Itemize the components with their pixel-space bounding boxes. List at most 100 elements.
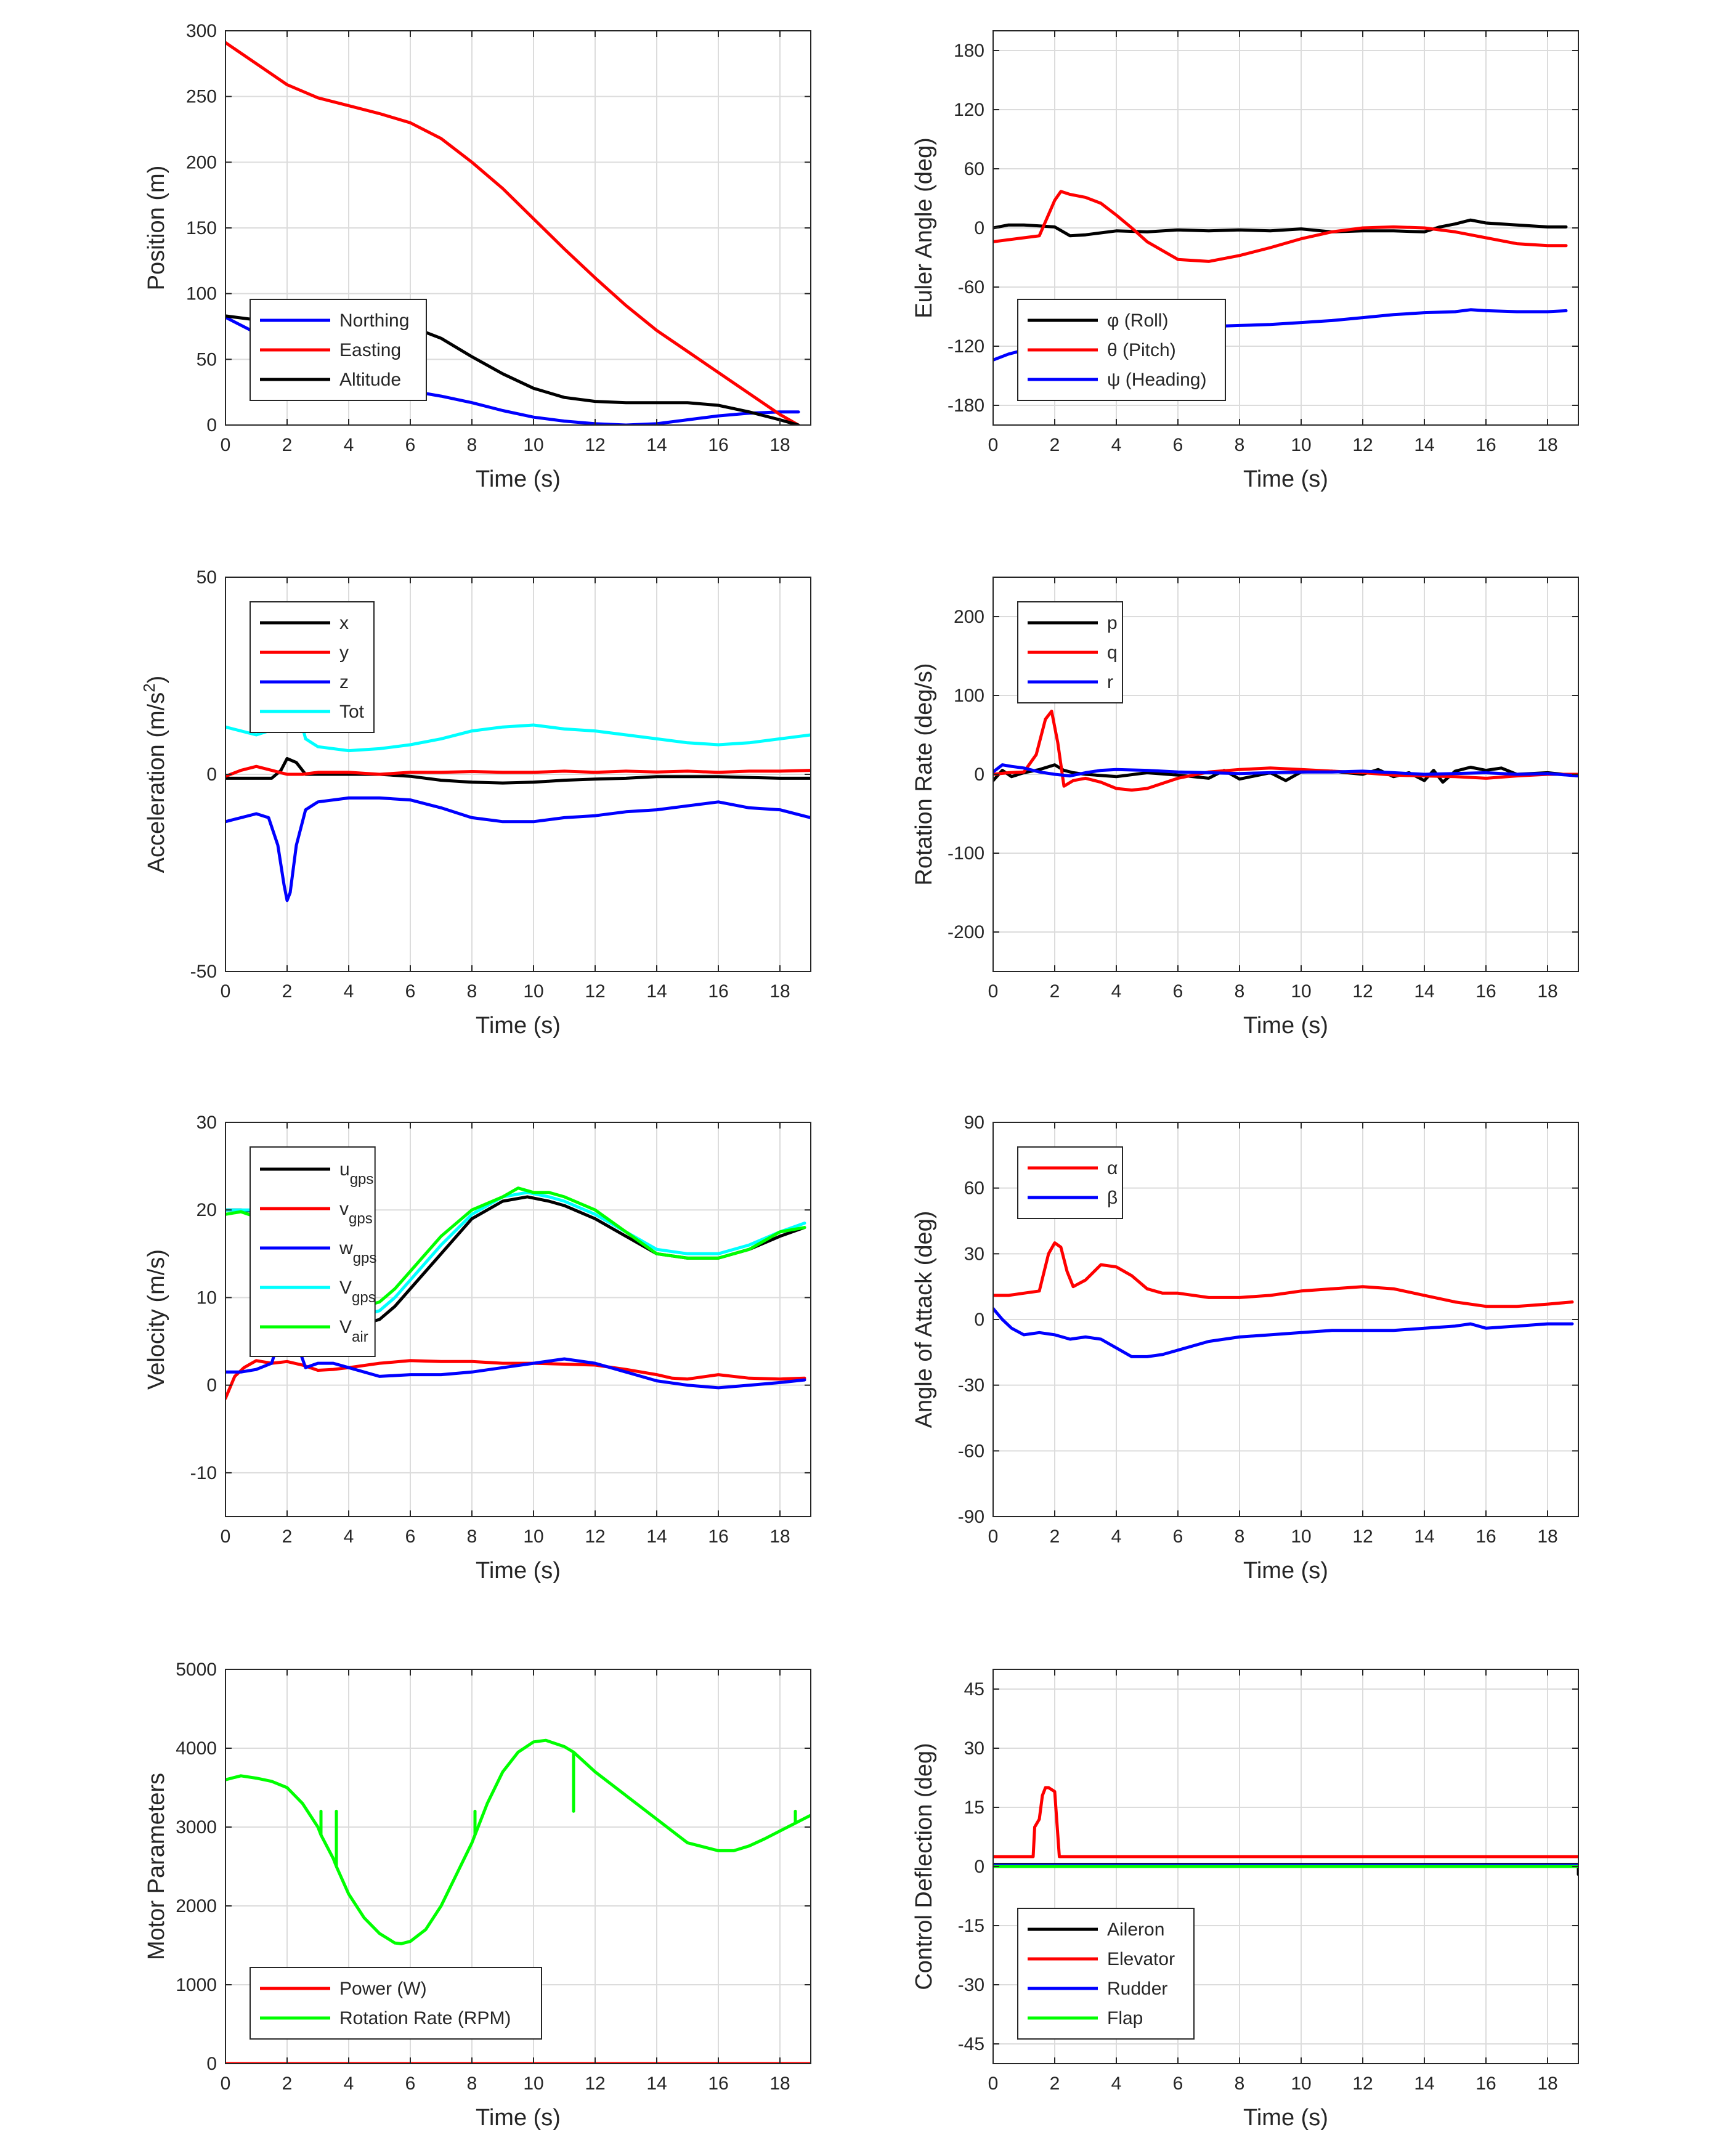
y-tick-label: 250 — [186, 87, 217, 107]
legend-label: x — [339, 613, 349, 633]
y-tick-label: 10 — [197, 1287, 217, 1308]
x-axis-label: Time (s) — [476, 1013, 561, 1039]
x-tick-label: 8 — [467, 1526, 477, 1547]
x-tick-label: 4 — [1111, 2073, 1122, 2094]
x-tick-label: 12 — [585, 1526, 605, 1547]
y-tick-label: 45 — [964, 1679, 984, 1700]
x-tick-label: 0 — [988, 981, 999, 1002]
x-tick-label: 14 — [1414, 435, 1434, 455]
x-tick-label: 12 — [585, 2073, 605, 2094]
x-tick-label: 12 — [585, 435, 605, 455]
series-line — [993, 710, 1578, 792]
x-tick-label: 0 — [988, 2073, 999, 2094]
subplot-7: 0 2 4 6 8 10 12 14 16 18 0 1000 2000 3000 4000 5000 Time… — [144, 1660, 811, 2131]
x-tick-label: 14 — [1414, 2073, 1434, 2094]
legend-label: Easting — [339, 340, 401, 360]
x-tick-label: 0 — [221, 435, 231, 455]
subplot-8: 0 2 4 6 8 10 12 14 16 18 -45 -30 -15 0 15 30 45 Time (s) C… — [911, 1669, 1579, 2131]
series-line — [993, 1241, 1574, 1308]
x-tick-label: 8 — [1235, 435, 1245, 455]
legend-label: Altitude — [339, 370, 401, 390]
x-tick-label: 10 — [523, 981, 543, 1002]
x-tick-label: 4 — [1111, 981, 1122, 1002]
y-tick-label: 0 — [206, 415, 217, 436]
x-axis-label: Time (s) — [1243, 1013, 1328, 1039]
legend-label: φ (Roll) — [1107, 310, 1168, 331]
y-tick-label: 90 — [964, 1112, 984, 1133]
y-tick-label: -60 — [958, 277, 984, 298]
x-tick-label: 4 — [1111, 435, 1122, 455]
x-tick-label: 6 — [1173, 1526, 1183, 1547]
legend-label: Elevator — [1107, 1949, 1175, 1969]
x-tick-label: 12 — [1352, 981, 1373, 1002]
y-tick-label: 0 — [206, 2054, 217, 2074]
x-tick-label: 10 — [1291, 2073, 1311, 2094]
x-axis-label: Time (s) — [1243, 466, 1328, 492]
subplot-4: 0 2 4 6 8 10 12 14 16 18 -200 -100 0 100 200 Time (s) Ro… — [911, 577, 1579, 1039]
y-tick-label: 3000 — [176, 1817, 217, 1838]
x-tick-label: 8 — [1235, 981, 1245, 1002]
y-axis-label: Angle of Attack (deg) — [911, 1211, 937, 1429]
y-tick-label: 30 — [964, 1244, 984, 1264]
x-tick-label: 10 — [1291, 435, 1311, 455]
x-tick-label: 16 — [1475, 1526, 1496, 1547]
x-tick-label: 4 — [1111, 1526, 1122, 1547]
x-tick-label: 18 — [1537, 435, 1557, 455]
y-tick-label: 120 — [954, 100, 984, 120]
subplot-1: 0 2 4 6 8 10 12 14 16 18 0 50 100 150 200 250 300 Time (s… — [144, 21, 811, 492]
x-tick-label: 8 — [467, 981, 477, 1002]
x-tick-label: 10 — [1291, 981, 1311, 1002]
y-tick-label: -30 — [958, 1376, 984, 1396]
x-tick-label: 2 — [282, 981, 293, 1002]
y-tick-label: -90 — [958, 1507, 984, 1527]
legend: Northing Easting Altitude — [250, 299, 427, 401]
legend-label: z — [339, 672, 349, 692]
x-tick-label: 10 — [1291, 1526, 1311, 1547]
x-tick-label: 16 — [708, 981, 728, 1002]
x-tick-label: 16 — [1475, 981, 1496, 1002]
series-line — [993, 1786, 1578, 1858]
subplot-2: 0 2 4 6 8 10 12 14 16 18 -180 -120 -60 0 60 120 180 Time … — [911, 30, 1579, 492]
y-tick-label: -200 — [948, 922, 984, 942]
x-tick-label: 6 — [405, 435, 416, 455]
y-tick-label: 60 — [964, 1178, 984, 1199]
legend-label: Aileron — [1107, 1919, 1164, 1940]
y-tick-label: -100 — [948, 843, 984, 864]
y-tick-label: 100 — [186, 284, 217, 304]
x-tick-label: 18 — [769, 435, 790, 455]
x-tick-label: 4 — [344, 1526, 354, 1547]
x-tick-label: 18 — [1537, 1526, 1557, 1547]
x-axis-label: Time (s) — [476, 466, 561, 492]
x-tick-label: 14 — [646, 435, 667, 455]
x-tick-label: 6 — [1173, 435, 1183, 455]
y-tick-label: 60 — [964, 159, 984, 179]
legend-label: y — [339, 642, 349, 663]
y-tick-label: -60 — [958, 1441, 984, 1461]
x-tick-label: 4 — [344, 435, 354, 455]
x-tick-label: 10 — [523, 1526, 543, 1547]
y-axis-label: Control Deflection (deg) — [911, 1743, 937, 1990]
legend-label: Rotation Rate (RPM) — [339, 2008, 511, 2028]
x-tick-label: 8 — [467, 2073, 477, 2094]
x-tick-label: 2 — [1050, 2073, 1060, 2094]
x-tick-label: 14 — [646, 1526, 667, 1547]
x-tick-label: 16 — [1475, 2073, 1496, 2094]
x-tick-label: 4 — [344, 2073, 354, 2094]
x-axis-label: Time (s) — [1243, 2105, 1328, 2131]
series-line — [225, 41, 800, 425]
x-tick-label: 16 — [1475, 435, 1496, 455]
y-tick-label: 200 — [186, 152, 217, 172]
x-tick-label: 16 — [708, 435, 728, 455]
x-tick-label: 6 — [1173, 2073, 1183, 2094]
subplot-5: 0 2 4 6 8 10 12 14 16 18 -10 0 10 20 30 Time (s) Velocit… — [144, 1112, 811, 1584]
series-line — [225, 764, 811, 778]
y-tick-label: -10 — [190, 1463, 217, 1483]
axes-box — [225, 1122, 811, 1517]
legend: αβ — [1017, 1146, 1123, 1219]
x-tick-label: 0 — [988, 1526, 999, 1547]
legend-label: θ (Pitch) — [1107, 340, 1176, 360]
x-tick-label: 8 — [1235, 2073, 1245, 2094]
x-tick-label: 0 — [221, 1526, 231, 1547]
